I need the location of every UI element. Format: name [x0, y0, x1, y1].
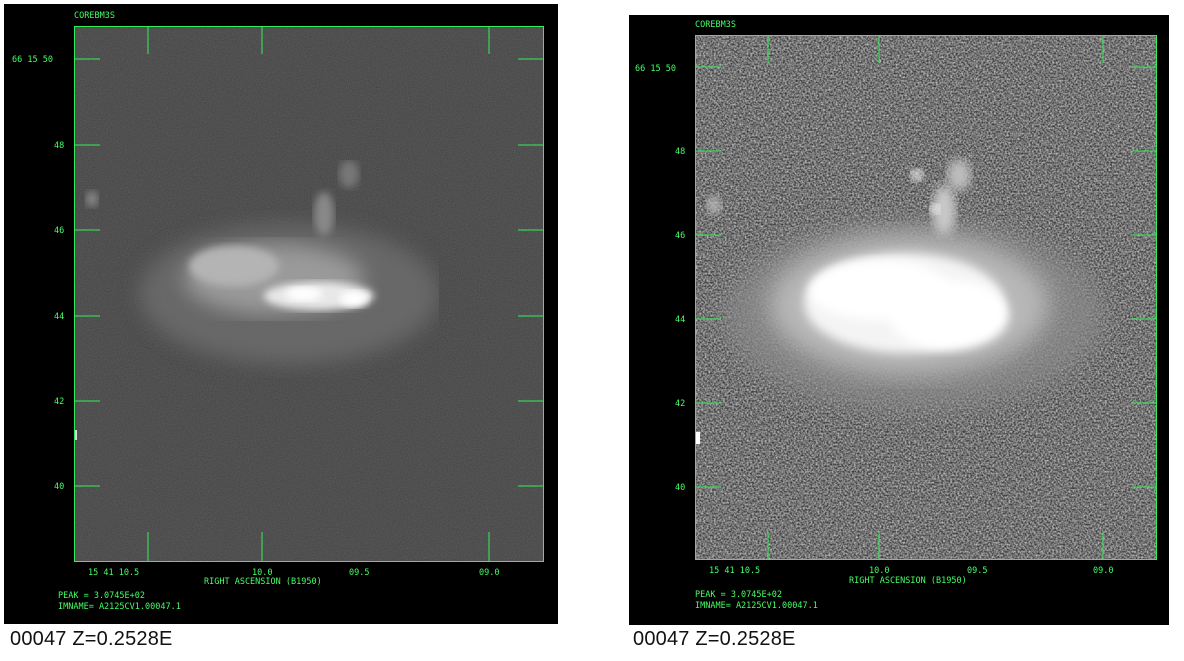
right-dec-tick-label: 46: [675, 231, 685, 241]
right-ra-tick-label: 09.5: [967, 566, 987, 576]
right-image-panel: COREBM3S 66 15 50 48 46 44 42 40 15 41 1…: [629, 15, 1169, 625]
right-dec-tick-marks: [695, 66, 1157, 488]
right-dec-label: 66 15 50: [635, 64, 676, 74]
left-ra-tick-label: 09.0: [479, 568, 499, 578]
right-ra-tick-marks: [767, 35, 1104, 559]
right-axis-label: RIGHT ASCENSION (B1950): [849, 576, 967, 586]
left-peak-text: PEAK = 3.0745E+02: [58, 591, 145, 601]
left-ra-tick-label: 09.5: [349, 568, 369, 578]
left-ra-tick-label: 10.0: [252, 568, 272, 578]
left-dec-tick-label: 44: [54, 312, 64, 322]
left-dec-tick-label: 40: [54, 482, 64, 492]
right-dec-tick-label: 42: [675, 399, 685, 409]
right-peak-text: PEAK = 3.0745E+02: [695, 590, 782, 600]
left-caption: 00047 Z=0.2528E: [10, 628, 173, 650]
left-ra-tick-label: 15 41 10.5: [88, 568, 139, 578]
left-plot: COREBM3S 66 15 50 48 46 44 42 40 15 41 1…: [12, 11, 544, 612]
right-dec-tick-label: 40: [675, 483, 685, 493]
right-ra-tick-label: 15 41 10.5: [709, 566, 760, 576]
right-caption: 00047 Z=0.2528E: [633, 628, 796, 650]
left-dec-tick-label: 42: [54, 397, 64, 407]
left-imname-text: IMNAME= A2125CV1.00047.1: [58, 602, 181, 612]
left-title: COREBM3S: [74, 11, 115, 21]
left-dec-tick-label: 48: [54, 141, 64, 151]
right-imname-text: IMNAME= A2125CV1.00047.1: [695, 601, 818, 611]
right-plot: COREBM3S 66 15 50 48 46 44 42 40 15 41 1…: [635, 20, 1157, 611]
right-plot-frame: [695, 35, 1157, 560]
right-ra-tick-label: 09.0: [1093, 566, 1113, 576]
left-plot-frame: [74, 26, 544, 562]
left-dec-tick-marks: [74, 58, 544, 487]
right-ra-tick-label: 10.0: [869, 566, 889, 576]
left-axis-label: RIGHT ASCENSION (B1950): [204, 577, 322, 587]
left-ra-tick-marks: [147, 26, 490, 561]
right-dec-tick-label: 44: [675, 315, 685, 325]
left-image-panel: COREBM3S 66 15 50 48 46 44 42 40 15 41 1…: [4, 4, 558, 624]
right-galaxy-image: [695, 35, 1157, 559]
right-dec-tick-label: 48: [675, 147, 685, 157]
left-dec-tick-label: 46: [54, 226, 64, 236]
right-title: COREBM3S: [695, 20, 736, 30]
left-dec-label: 66 15 50: [12, 55, 53, 65]
left-galaxy-image: [74, 26, 544, 561]
